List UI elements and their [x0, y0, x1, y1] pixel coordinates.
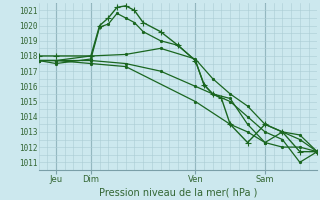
X-axis label: Pression niveau de la mer( hPa ): Pression niveau de la mer( hPa )	[99, 187, 257, 197]
